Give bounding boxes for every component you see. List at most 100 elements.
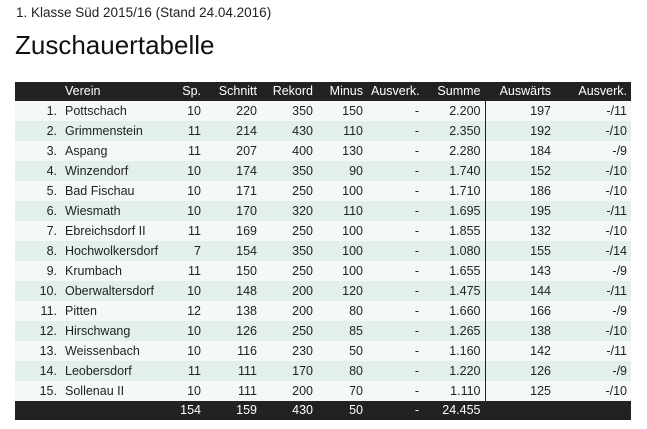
cell-schnitt: 220	[205, 101, 261, 121]
cell-verein: Leobersdorf	[61, 361, 171, 381]
cell-ausverk2: -/10	[555, 221, 631, 241]
cell-rank: 13.	[15, 341, 61, 361]
table-row: 6. Wiesmath 10 170 320 110-1.695 195 -/11	[15, 201, 631, 221]
attendance-table: Verein Sp. Schnitt Rekord Minus Ausverk.…	[15, 82, 631, 420]
cell-rank: 5.	[15, 181, 61, 201]
table-row: 12. Hirschwang 10 126 250 85-1.265 138 -/10	[15, 321, 631, 341]
col-minus-header: Minus	[317, 82, 367, 101]
cell-sp: 10	[171, 281, 205, 301]
cell-ausverk: -	[367, 221, 423, 241]
cell-schnitt: 138	[205, 301, 261, 321]
cell-rank: 12.	[15, 321, 61, 341]
cell-minus: 85	[317, 321, 367, 341]
table-row: 15. Sollenau II 10 111 200 70-1.110 125 -/10	[15, 381, 631, 401]
table-row: 8. Hochwolkersdorf 7 154 350 100-1.080 155 -/14	[15, 241, 631, 261]
table-row: 11. Pitten 12 138 200 80-1.660 166 -/9	[15, 301, 631, 321]
cell-auswaerts: 184	[484, 141, 555, 161]
cell-verein: Hochwolkersdorf	[61, 241, 171, 261]
totals-verein-cell	[61, 401, 171, 420]
page-title: Zuschauertabelle	[15, 30, 215, 60]
col-auswaerts-header: Auswärts	[484, 82, 555, 101]
cell-schnitt: 169	[205, 221, 261, 241]
cell-rekord: 350	[261, 101, 317, 121]
cell-schnitt: 171	[205, 181, 261, 201]
table-row: 2. Grimmenstein 11 214 430 110-2.350 192 -/10	[15, 121, 631, 141]
totals-auswaerts-cell	[484, 401, 555, 420]
cell-summe: 1.475	[423, 281, 485, 301]
table-row: 14. Leobersdorf 11 111 170 80-1.220 126 -/9	[15, 361, 631, 381]
table-row: 3. Aspang 11 207 400 130-2.280 184 -/9	[15, 141, 631, 161]
table-row: 5. Bad Fischau 10 171 250 100-1.710 186 -/10	[15, 181, 631, 201]
cell-verein: Ebreichsdorf II	[61, 221, 171, 241]
cell-verein: Winzendorf	[61, 161, 171, 181]
cell-verein: Pottschach	[61, 101, 171, 121]
cell-sp: 10	[171, 161, 205, 181]
cell-ausverk: -	[367, 381, 423, 401]
cell-sp: 11	[171, 361, 205, 381]
cell-minus: 100	[317, 241, 367, 261]
cell-rank: 4.	[15, 161, 61, 181]
col-verein-header: Verein	[61, 82, 171, 101]
cell-summe: 2.280	[423, 141, 485, 161]
cell-summe: 1.160	[423, 341, 485, 361]
cell-summe: 1.740	[423, 161, 485, 181]
col-ausverk-header: Ausverk.	[367, 82, 423, 101]
cell-ausverk: -	[367, 321, 423, 341]
cell-ausverk2: -/11	[555, 101, 631, 121]
totals-minus-cell: 50	[317, 401, 367, 420]
cell-sp: 11	[171, 121, 205, 141]
cell-sp: 10	[171, 381, 205, 401]
cell-rekord: 230	[261, 341, 317, 361]
cell-ausverk: -	[367, 261, 423, 281]
totals-ausverk2-cell	[555, 401, 631, 420]
cell-verein: Bad Fischau	[61, 181, 171, 201]
cell-ausverk: -	[367, 361, 423, 381]
cell-schnitt: 150	[205, 261, 261, 281]
cell-minus: 90	[317, 161, 367, 181]
col-ausverk2-header: Ausverk.	[555, 82, 631, 101]
cell-auswaerts: 142	[484, 341, 555, 361]
table-row: 7. Ebreichsdorf II 11 169 250 100-1.855 132 -/1…	[15, 221, 631, 241]
cell-sp: 10	[171, 201, 205, 221]
table-row: 4. Winzendorf 10 174 350 90-1.740 152 -/10	[15, 161, 631, 181]
cell-sp: 10	[171, 181, 205, 201]
cell-auswaerts: 197	[484, 101, 555, 121]
cell-sp: 11	[171, 141, 205, 161]
cell-ausverk: -	[367, 281, 423, 301]
cell-rank: 7.	[15, 221, 61, 241]
cell-ausverk2: -/10	[555, 161, 631, 181]
cell-verein: Wiesmath	[61, 201, 171, 221]
cell-rank: 9.	[15, 261, 61, 281]
cell-minus: 100	[317, 221, 367, 241]
cell-ausverk2: -/10	[555, 121, 631, 141]
cell-verein: Sollenau II	[61, 381, 171, 401]
cell-ausverk2: -/9	[555, 261, 631, 281]
cell-ausverk2: -/10	[555, 381, 631, 401]
cell-rank: 2.	[15, 121, 61, 141]
cell-ausverk: -	[367, 301, 423, 321]
cell-auswaerts: 144	[484, 281, 555, 301]
cell-ausverk: -	[367, 121, 423, 141]
cell-summe: 1.855	[423, 221, 485, 241]
cell-minus: 80	[317, 361, 367, 381]
cell-schnitt: 148	[205, 281, 261, 301]
cell-minus: 100	[317, 181, 367, 201]
table-row: 10. Oberwaltersdorf 10 148 200 120-1.475 144 -/…	[15, 281, 631, 301]
col-summe-header: Summe	[423, 82, 485, 101]
cell-summe: 1.660	[423, 301, 485, 321]
col-schnitt-header: Schnitt	[205, 82, 261, 101]
cell-verein: Hirschwang	[61, 321, 171, 341]
col-sp-header: Sp.	[171, 82, 205, 101]
cell-ausverk2: -/11	[555, 281, 631, 301]
table-header-row: Verein Sp. Schnitt Rekord Minus Ausverk.…	[15, 82, 631, 101]
cell-auswaerts: 132	[484, 221, 555, 241]
cell-minus: 80	[317, 301, 367, 321]
cell-ausverk: -	[367, 341, 423, 361]
cell-auswaerts: 125	[484, 381, 555, 401]
cell-sp: 11	[171, 261, 205, 281]
totals-summe-cell: 24.455	[423, 401, 485, 420]
cell-rekord: 250	[261, 181, 317, 201]
cell-verein: Weissenbach	[61, 341, 171, 361]
cell-ausverk2: -/10	[555, 181, 631, 201]
cell-ausverk: -	[367, 161, 423, 181]
